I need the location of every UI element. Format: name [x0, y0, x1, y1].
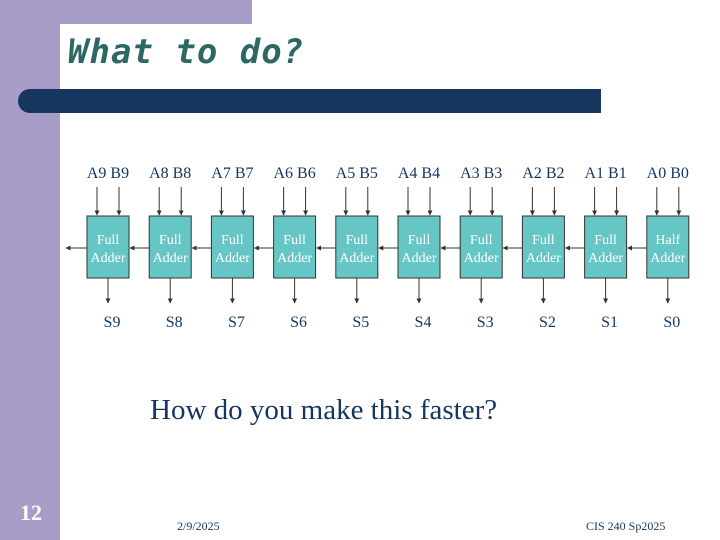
question-text: How do you make this faster? [150, 394, 498, 426]
input-label: A8 B8 [149, 165, 191, 182]
slide-title: What to do? [68, 32, 305, 72]
adder-box [584, 215, 628, 279]
adder-label-line2: Adder [526, 251, 561, 266]
input-label: A7 B7 [211, 165, 253, 182]
footer-course: CIS 240 Sp2025 [586, 519, 666, 533]
adder-label-line2: Adder [91, 251, 126, 266]
slide-number: 12 [20, 500, 42, 525]
sum-label: S6 [290, 314, 307, 331]
adder-label-line1: Full [594, 233, 617, 248]
adder-box [86, 215, 130, 279]
adder-label-line2: Adder [464, 251, 499, 266]
sum-label: S3 [477, 314, 494, 331]
adder-label-line2: Adder [339, 251, 374, 266]
sum-label: S4 [415, 314, 432, 331]
sum-label: S8 [166, 314, 183, 331]
adder-box [148, 215, 192, 279]
adder-label-line2: Adder [588, 251, 623, 266]
sum-label: S7 [228, 314, 245, 331]
adder-label-line1: Half [655, 233, 680, 248]
adder-box [273, 215, 317, 279]
adder-box [521, 215, 565, 279]
adder-label-line2: Adder [277, 251, 312, 266]
adder-label-line2: Adder [215, 251, 250, 266]
adder-label-line1: Full [408, 233, 431, 248]
adder-label-line1: Full [97, 233, 120, 248]
adder-label-line1: Full [283, 233, 306, 248]
sum-label: S1 [601, 314, 618, 331]
input-label: A4 B4 [398, 165, 440, 182]
sum-label: S2 [539, 314, 556, 331]
adder-label-line2: Adder [402, 251, 437, 266]
title-underline-bar [18, 89, 601, 113]
adder-label-line1: Full [532, 233, 555, 248]
input-label: A6 B6 [273, 165, 315, 182]
input-label: A2 B2 [522, 165, 564, 182]
adder-label-line1: Full [470, 233, 493, 248]
adder-box [335, 215, 379, 279]
adder-box [210, 215, 254, 279]
top-accent-band [60, 0, 252, 24]
adder-label-line1: Full [159, 233, 182, 248]
adder-label-line2: Adder [153, 251, 188, 266]
input-label: A9 B9 [87, 165, 129, 182]
footer-date: 2/9/2025 [177, 519, 220, 533]
input-label: A3 B3 [460, 165, 502, 182]
input-label: A0 B0 [647, 165, 689, 182]
input-label: A1 B1 [584, 165, 626, 182]
sum-label: S5 [352, 314, 369, 331]
adder-label-line2: Adder [650, 251, 685, 266]
sum-label: S9 [104, 314, 121, 331]
input-label: A5 B5 [336, 165, 378, 182]
adder-label-line1: Full [221, 233, 244, 248]
adder-label-line1: Full [346, 233, 369, 248]
sum-label: S0 [663, 314, 680, 331]
adder-box [646, 215, 690, 279]
